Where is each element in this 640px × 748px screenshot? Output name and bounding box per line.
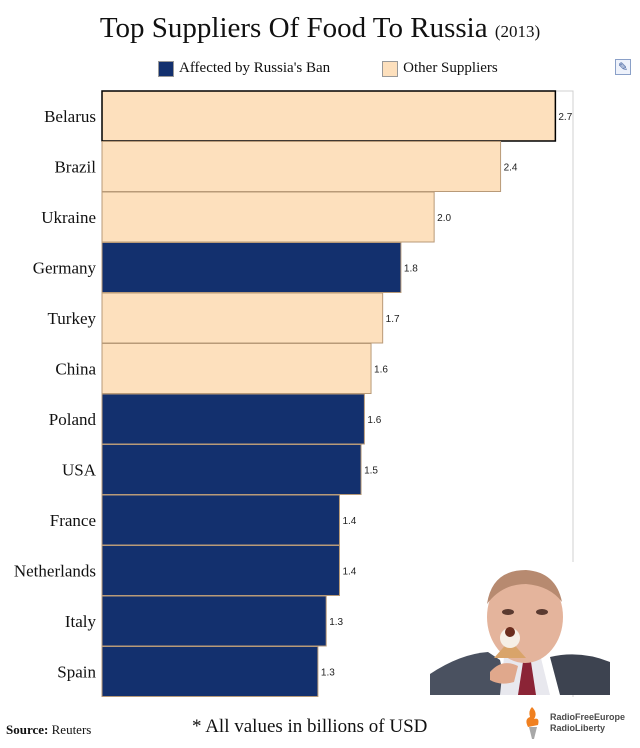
chart-legend: Affected by Russia's Ban Other Suppliers [158,60,498,77]
bar-belarus[interactable] [101,90,557,142]
bar-china[interactable] [101,343,372,394]
value-label: 1.4 [342,516,356,527]
category-label: Italy [65,612,97,631]
source-note: Source: Reuters [6,722,91,738]
category-label: Ukraine [41,208,96,227]
category-label: France [50,511,96,530]
bar-netherlands[interactable] [101,545,340,596]
category-label: Spain [57,663,96,682]
chart-title-year: (2013) [494,22,541,41]
brand-line-2: RadioLiberty [550,723,606,733]
chart-title-text: Top Suppliers Of Food To Russia [99,12,488,44]
legend-label-affected: Affected by Russia's Ban [179,60,331,76]
bar-poland[interactable] [101,393,365,445]
legend-item-other[interactable]: Other Suppliers [382,60,498,77]
value-label: 2.0 [437,213,451,224]
category-label: China [55,360,96,379]
category-label: Turkey [48,309,97,328]
bar-spain[interactable] [101,646,319,697]
bar-usa[interactable] [101,444,362,495]
category-label: Netherlands [14,562,96,581]
value-label: 1.5 [364,466,378,477]
torch-icon [526,707,539,739]
legend-label-other: Other Suppliers [403,60,498,76]
bar-turkey[interactable] [101,292,384,344]
brand-line-1: RadioFreeEurope [550,712,626,722]
category-label: USA [62,461,97,480]
value-label: 2.4 [504,163,518,174]
chart-title: Top Suppliers Of Food To Russia (2013) [0,12,640,45]
value-label: 1.3 [329,617,343,628]
value-label: 1.7 [386,314,400,325]
value-label: 1.6 [374,365,388,376]
value-label: 1.3 [321,668,335,679]
bar-france[interactable] [101,494,340,546]
value-label: 1.6 [367,415,381,426]
category-label: Poland [49,410,97,429]
edit-icon[interactable]: ✎ [615,59,631,75]
legend-swatch-affected [158,60,174,77]
source-label: Source: [6,722,49,737]
bar-italy[interactable] [101,595,327,647]
bar-ukraine[interactable] [101,191,435,243]
category-label: Brazil [54,158,96,177]
legend-swatch-other [382,60,399,77]
category-label: Germany [33,259,97,278]
value-label: 1.4 [342,567,356,578]
legend-item-affected[interactable]: Affected by Russia's Ban [158,60,330,77]
value-label: 1.8 [404,264,418,275]
category-label: Belarus [44,107,96,126]
bar-brazil[interactable] [101,141,502,192]
bar-germany[interactable] [101,242,402,293]
putin-photo [430,562,610,695]
source-value: Reuters [51,722,92,737]
value-label: 2.7 [558,112,572,123]
rferl-logo[interactable]: RadioFreeEurope RadioLiberty [520,705,625,741]
units-footnote: * All values in billions of USD [192,716,428,737]
